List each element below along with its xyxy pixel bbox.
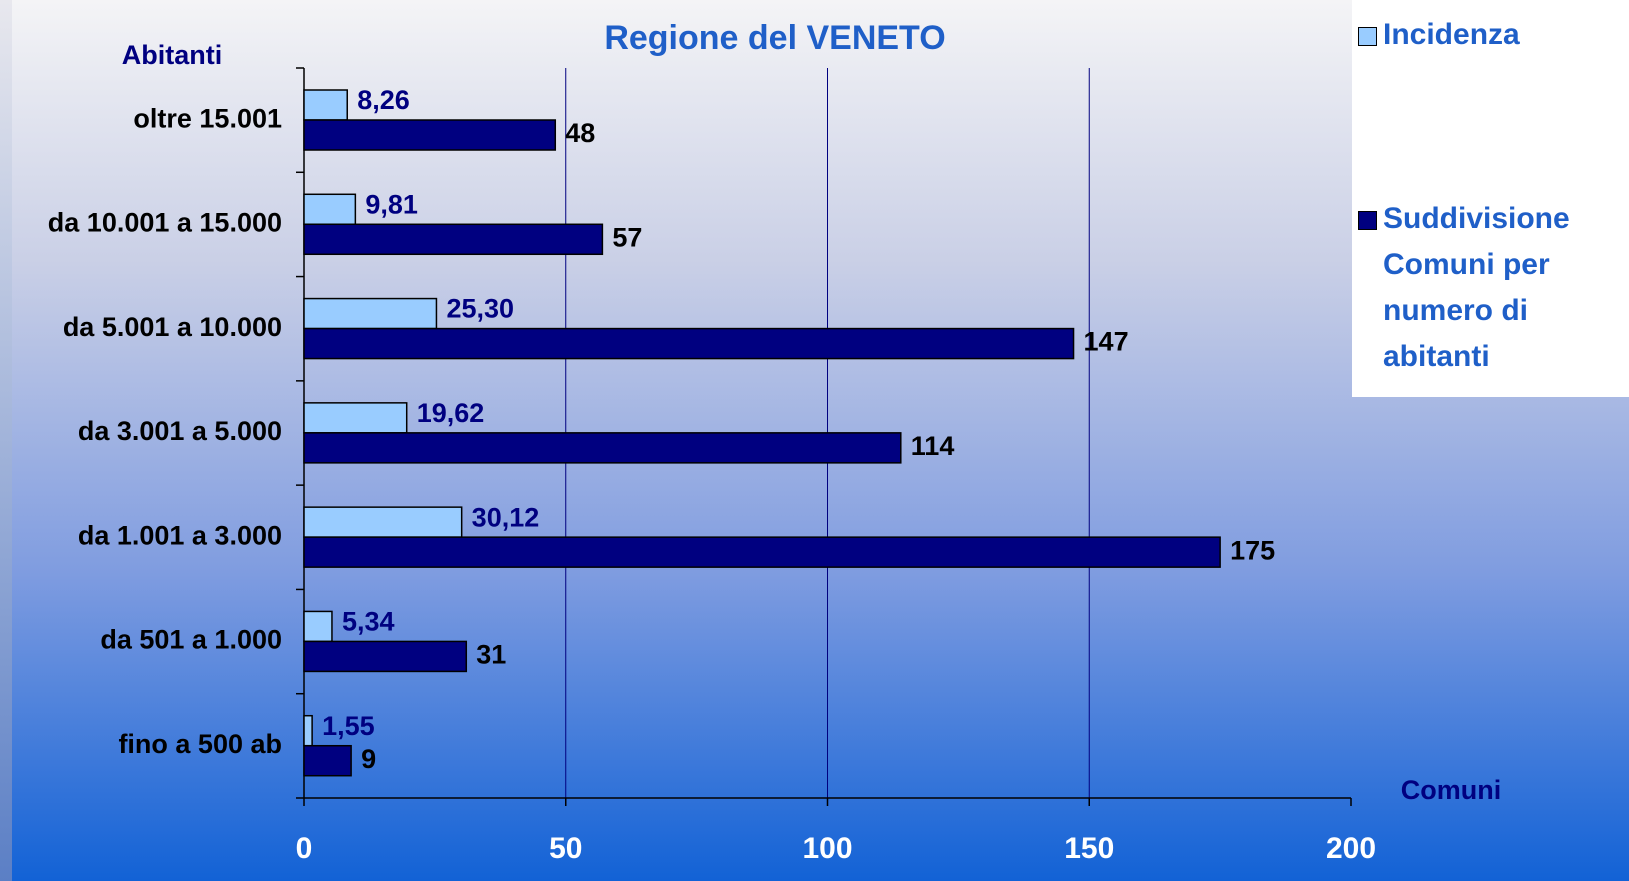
bar: [303, 714, 313, 747]
y-tick-label: da 5.001 a 10.000: [63, 312, 282, 342]
bar: [303, 119, 557, 151]
data-label: 48: [565, 118, 595, 148]
data-label: 57: [612, 222, 642, 252]
legend-swatch: [1358, 211, 1377, 230]
bar: [303, 327, 1075, 360]
bar: [303, 432, 902, 464]
left-strip: [0, 0, 12, 881]
data-label: 9: [361, 744, 376, 774]
x-tick-label: 0: [296, 832, 313, 865]
bar: [303, 640, 468, 673]
data-label: 30,12: [472, 502, 540, 532]
bar: [303, 744, 352, 777]
legend-item: Incidenza: [1358, 12, 1619, 58]
bar: [303, 297, 438, 330]
x-tick-label: 100: [802, 832, 852, 865]
x-tick-label: 50: [549, 832, 582, 865]
x-tick-label: 150: [1064, 832, 1114, 865]
data-label: 8,26: [357, 85, 410, 115]
data-label: 9,81: [365, 189, 418, 219]
legend-item: Suddivisione Comuni per numero di abitan…: [1358, 196, 1629, 380]
y-tick-label: oltre 15.001: [133, 103, 282, 133]
legend-label: Suddivisione Comuni per numero di abitan…: [1383, 202, 1570, 373]
y-axis-label: Abitanti: [122, 40, 223, 70]
data-label: 25,30: [446, 294, 514, 324]
bar: [303, 193, 357, 226]
data-label: 114: [911, 431, 955, 461]
data-label: 5,34: [342, 607, 395, 637]
y-tick-label: da 10.001 a 15.000: [48, 208, 282, 238]
bar: [303, 610, 333, 643]
x-tick-label: 200: [1326, 832, 1376, 865]
bar: [303, 89, 348, 121]
bar: [303, 536, 1221, 568]
y-tick-label: da 501 a 1.000: [100, 625, 282, 655]
x-axis-label: Comuni: [1401, 775, 1502, 805]
data-label: 31: [476, 640, 506, 670]
y-tick-label: da 3.001 a 5.000: [78, 416, 282, 446]
legend-swatch: [1358, 27, 1377, 46]
bar: [303, 223, 604, 256]
y-tick-label: fino a 500 ab: [118, 729, 282, 759]
bar: [303, 402, 408, 434]
y-tick-label: da 1.001 a 3.000: [78, 520, 282, 550]
data-label: 147: [1084, 327, 1129, 357]
legend: Incidenza Suddivisione Comuni per numero …: [1352, 0, 1629, 397]
bar: [303, 506, 463, 538]
data-label: 19,62: [417, 398, 485, 428]
data-label: 1,55: [322, 711, 375, 741]
legend-label: Incidenza: [1383, 18, 1520, 51]
chart-title: Regione del VENETO: [604, 19, 945, 57]
data-label: 175: [1230, 535, 1275, 565]
